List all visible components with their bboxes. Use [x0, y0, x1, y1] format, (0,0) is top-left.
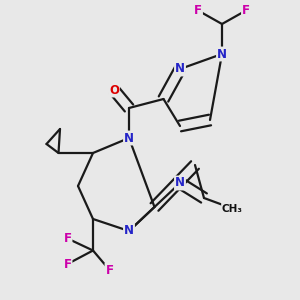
Text: O: O [109, 83, 119, 97]
Text: F: F [64, 232, 71, 245]
Text: N: N [217, 47, 227, 61]
Text: N: N [175, 176, 185, 190]
Text: F: F [64, 257, 71, 271]
Text: F: F [194, 4, 202, 17]
Text: CH₃: CH₃ [222, 203, 243, 214]
Text: F: F [106, 263, 113, 277]
Text: N: N [124, 131, 134, 145]
Text: F: F [242, 4, 250, 17]
Text: N: N [175, 62, 185, 76]
Text: N: N [124, 224, 134, 238]
